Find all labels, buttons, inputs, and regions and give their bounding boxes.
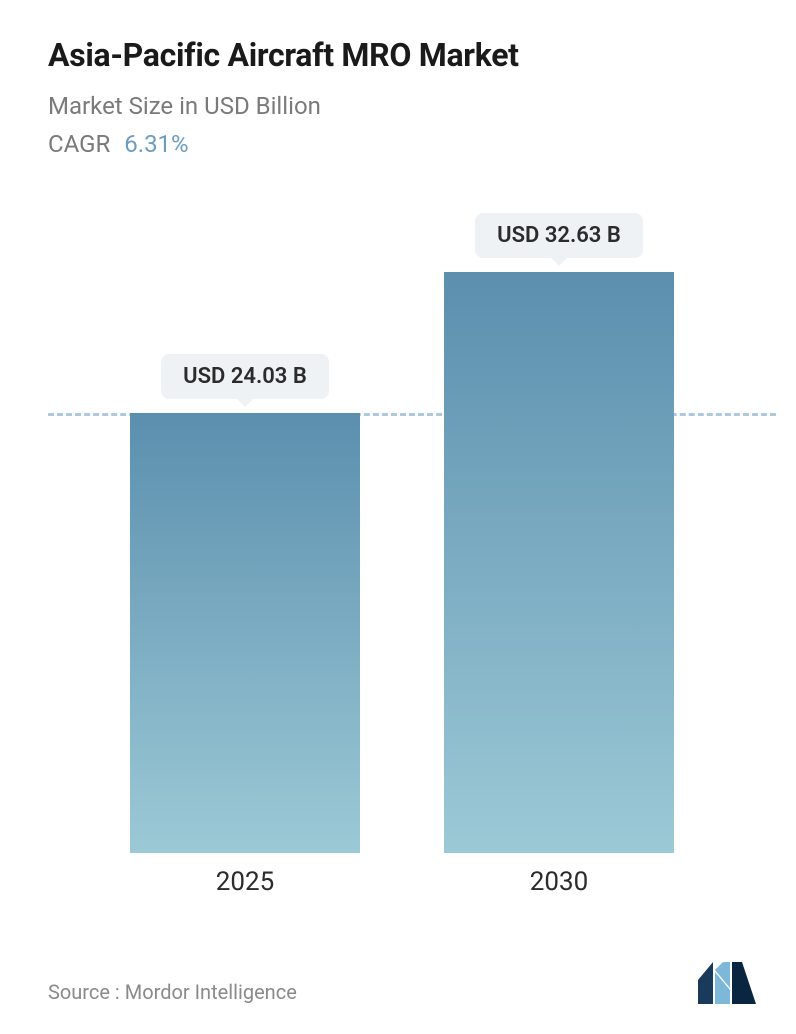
footer: Source : Mordor Intelligence	[48, 962, 756, 1004]
year-label-0: 2025	[120, 867, 370, 897]
chart-subtitle: Market Size in USD Billion	[48, 92, 756, 120]
value-label-1: USD 32.63 B	[475, 213, 643, 258]
bar-group-1: USD 32.63 B	[434, 213, 684, 853]
cagr-label: CAGR	[48, 130, 110, 158]
source-text: Source : Mordor Intelligence	[48, 980, 297, 1004]
bar-group-0: USD 24.03 B	[120, 213, 370, 853]
chart-container: Asia-Pacific Aircraft MRO Market Market …	[0, 0, 796, 1034]
bar-1	[444, 272, 674, 853]
value-label-0: USD 24.03 B	[161, 354, 329, 399]
cagr-line: CAGR 6.31%	[48, 130, 756, 158]
years-row: 2025 2030	[48, 853, 756, 897]
chart-title: Asia-Pacific Aircraft MRO Market	[48, 36, 756, 74]
bars-wrapper: USD 24.03 B USD 32.63 B	[68, 213, 736, 853]
chart-area: USD 24.03 B USD 32.63 B	[68, 213, 736, 853]
logo-icon	[698, 962, 756, 1004]
year-label-1: 2030	[434, 867, 684, 897]
bar-0	[130, 413, 360, 853]
cagr-value: 6.31%	[124, 130, 188, 158]
brand-logo	[698, 962, 756, 1004]
